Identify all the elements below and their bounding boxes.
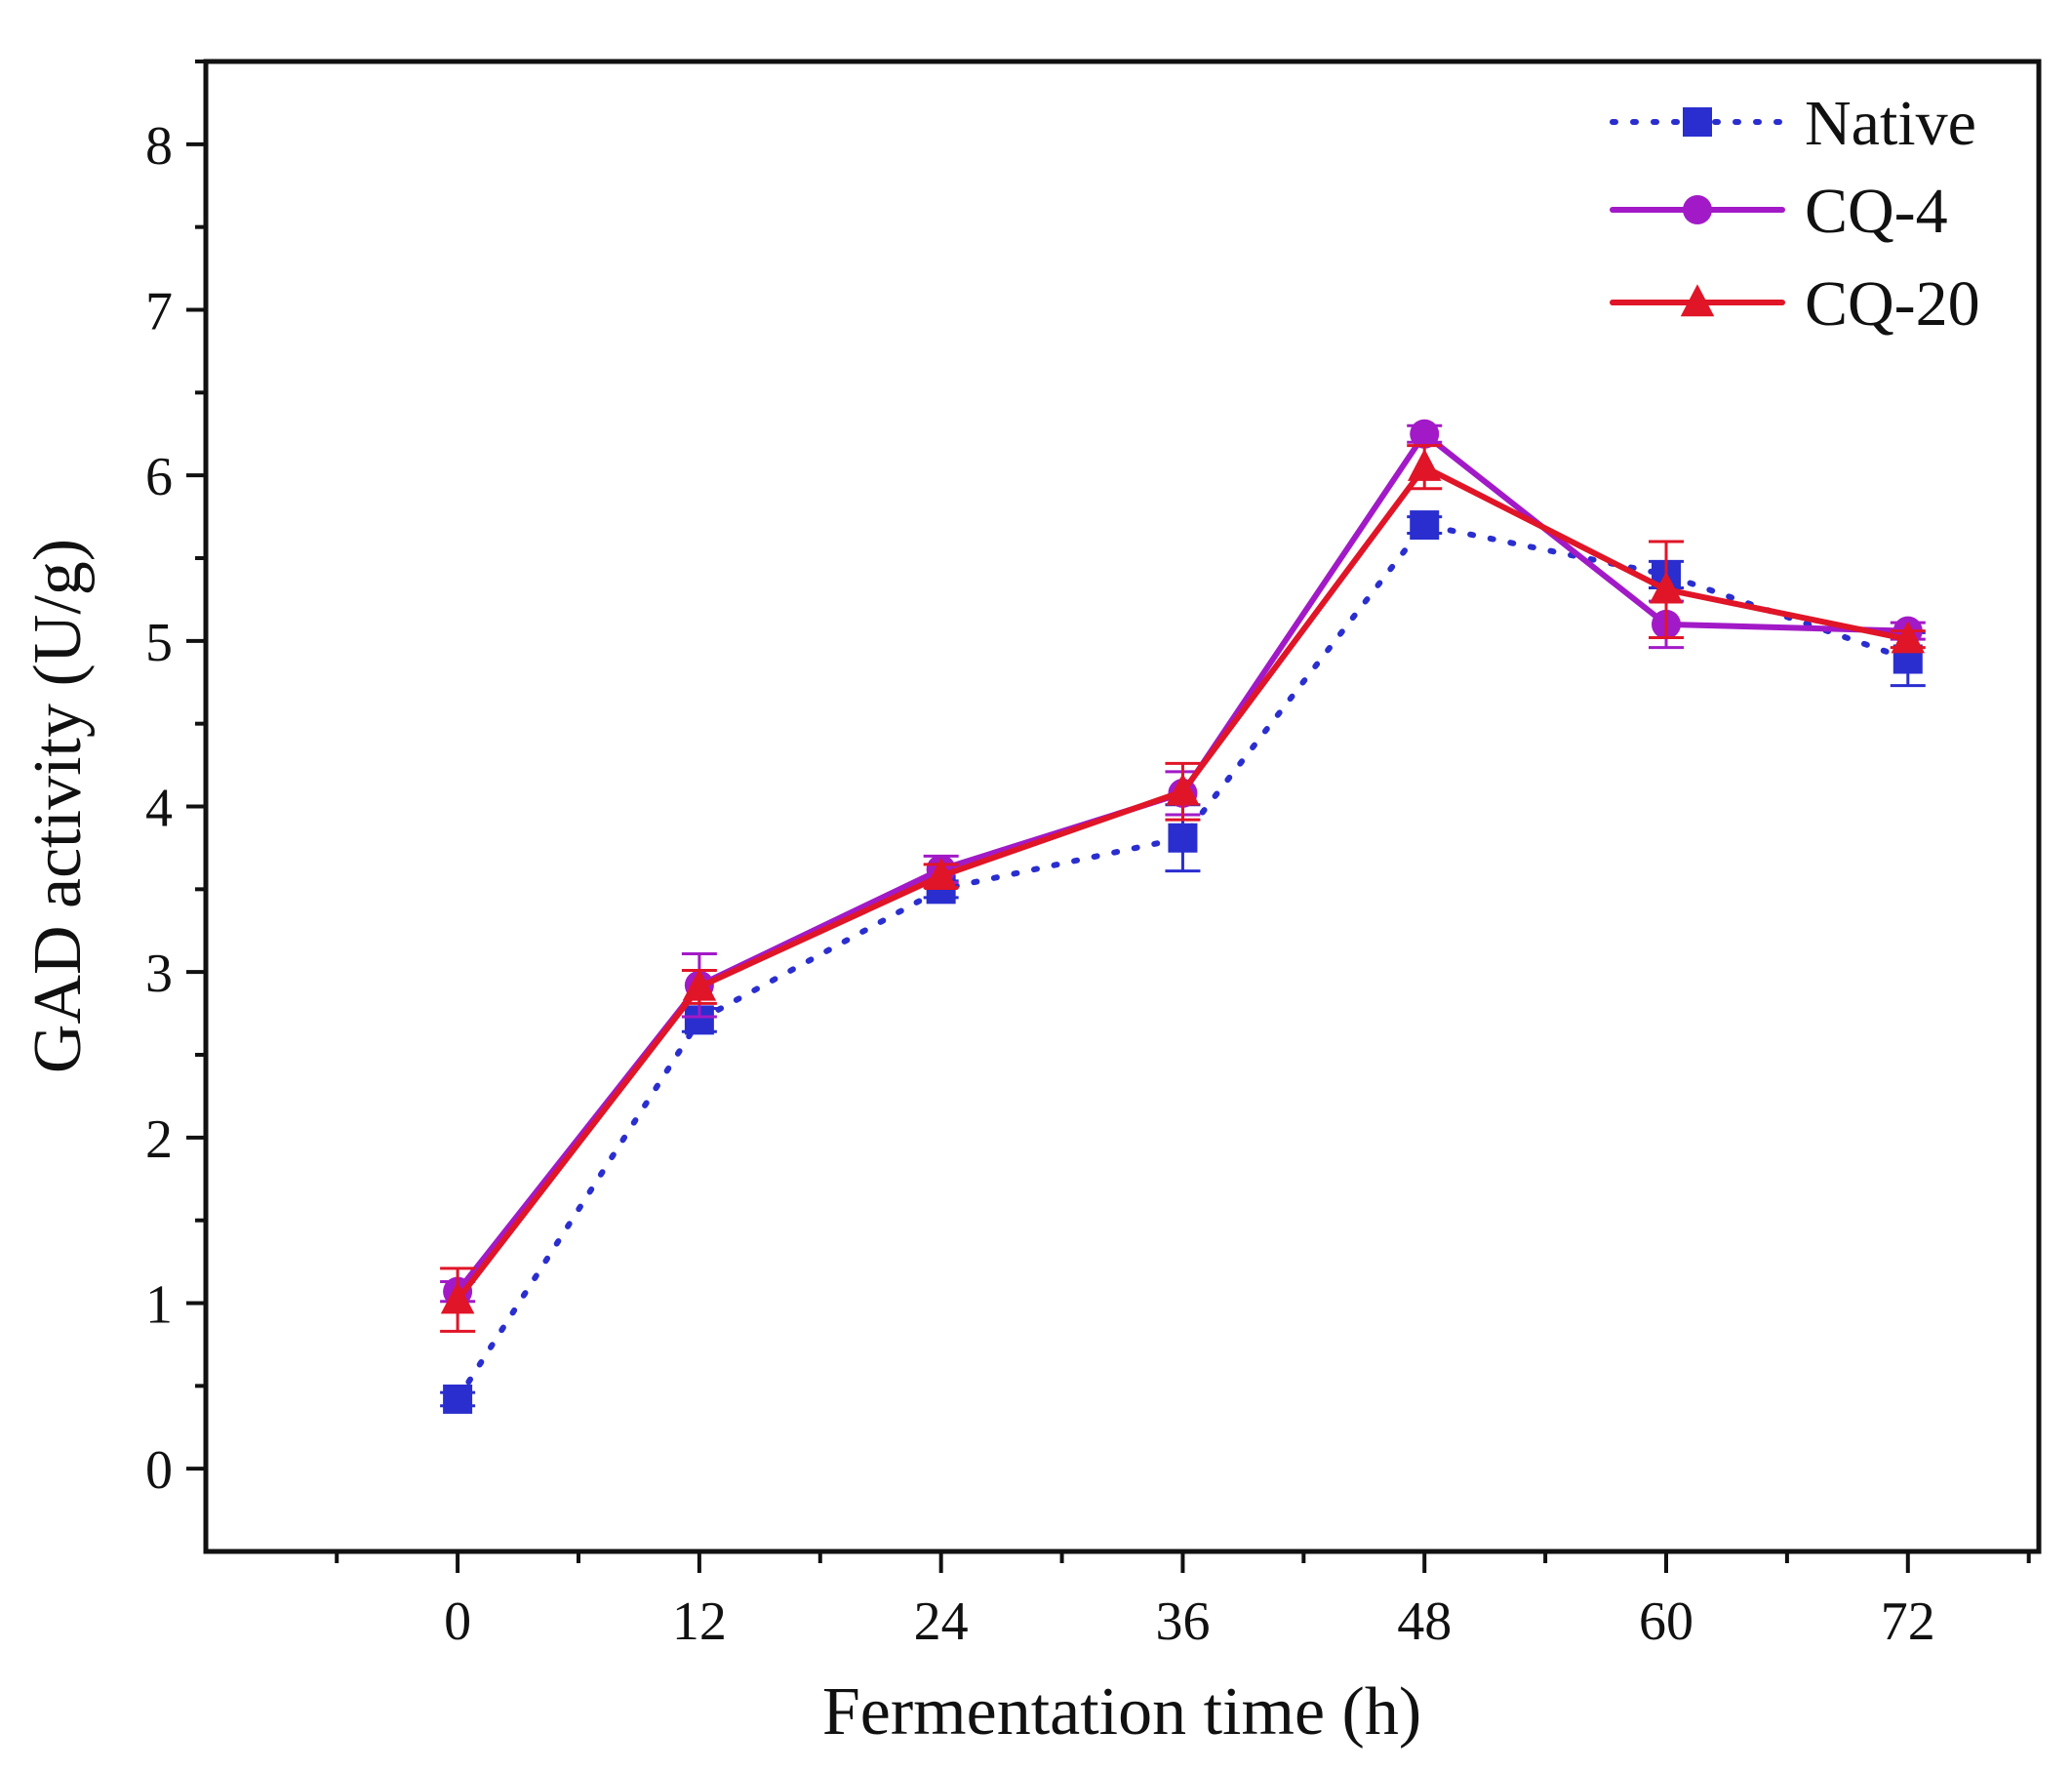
legend-marker bbox=[1680, 284, 1715, 317]
y-tick-label-5: 5 bbox=[145, 613, 173, 673]
legend: Native CQ-4 CQ-20 bbox=[1610, 88, 1980, 340]
legend-item-cq-20: CQ-20 bbox=[1610, 268, 1980, 340]
data-point-cq-20-0 bbox=[440, 1281, 475, 1314]
y-tick-label-1: 1 bbox=[145, 1275, 173, 1336]
y-axis-label: GAD activity (U/g) bbox=[20, 539, 96, 1073]
data-point-cq-20-24 bbox=[924, 858, 958, 891]
legend-label: CQ-4 bbox=[1805, 176, 1948, 247]
data-point-cq-4-48 bbox=[1410, 419, 1440, 449]
data-point-cq-20-48 bbox=[1407, 448, 1442, 481]
legend-item-native: Native bbox=[1610, 88, 1976, 159]
y-axis: 0 1 2 3 4 5 6 7 8 bbox=[145, 60, 206, 1501]
x-tick-label-12: 12 bbox=[672, 1591, 727, 1652]
series-cq-20 bbox=[440, 444, 1926, 1333]
x-tick-label-36: 36 bbox=[1155, 1591, 1210, 1652]
y-tick-label-4: 4 bbox=[145, 779, 173, 839]
series-layer bbox=[440, 419, 1926, 1414]
y-tick-label-7: 7 bbox=[145, 282, 173, 342]
legend-marker bbox=[1683, 107, 1712, 137]
y-tick-label-0: 0 bbox=[145, 1440, 173, 1501]
data-point-cq-20-60 bbox=[1649, 571, 1684, 604]
legend-label: Native bbox=[1805, 88, 1976, 159]
y-tick-label-8: 8 bbox=[145, 116, 173, 177]
x-tick-label-0: 0 bbox=[444, 1591, 471, 1652]
series-native bbox=[440, 510, 1926, 1414]
y-tick-label-6: 6 bbox=[145, 447, 173, 507]
data-point-cq-20-72 bbox=[1891, 621, 1926, 654]
data-point-cq-20-36 bbox=[1166, 773, 1200, 806]
data-point-native-36 bbox=[1168, 823, 1198, 853]
data-point-native-0 bbox=[443, 1384, 473, 1414]
legend-marker bbox=[1683, 195, 1712, 224]
y-tick-label-3: 3 bbox=[145, 944, 173, 1004]
x-axis: 0 12 24 36 48 60 72 bbox=[335, 1551, 2031, 1652]
x-tick-label-48: 48 bbox=[1397, 1591, 1452, 1652]
x-tick-label-60: 60 bbox=[1639, 1591, 1693, 1652]
x-tick-label-72: 72 bbox=[1881, 1591, 1935, 1652]
legend-label: CQ-20 bbox=[1805, 268, 1980, 340]
legend-item-cq-4: CQ-4 bbox=[1610, 176, 1948, 247]
data-point-native-48 bbox=[1410, 510, 1440, 541]
x-axis-label: Fermentation time (h) bbox=[822, 1674, 1421, 1750]
y-tick-label-2: 2 bbox=[145, 1109, 173, 1170]
x-tick-label-24: 24 bbox=[914, 1591, 969, 1652]
data-point-cq-20-12 bbox=[682, 968, 717, 1001]
